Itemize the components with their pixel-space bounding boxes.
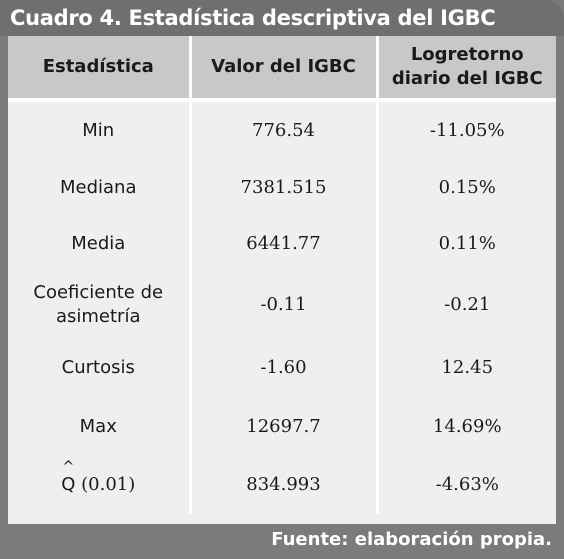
logretorno-cell: 14.69% (375, 398, 556, 456)
table-row: Media 6441.77 0.11% (8, 216, 556, 272)
q-letter: Q (61, 474, 76, 495)
stat-label: Curtosis (61, 357, 135, 378)
statistics-table-area: Estadística Valor del IGBC Logretorno di… (8, 36, 556, 524)
header-row: Estadística Valor del IGBC Logretorno di… (8, 36, 556, 102)
valor-cell: 834.993 (188, 456, 377, 514)
table-row: Mediana 7381.515 0.15% (8, 160, 556, 216)
source-footnote: Fuente: elaboración propia. (0, 524, 564, 559)
header-estadistica: Estadística (8, 36, 190, 102)
stat-label: Media (71, 233, 126, 254)
logretorno-cell: -4.63% (375, 456, 556, 514)
stat-label: Max (79, 416, 117, 437)
statistics-table: Estadística Valor del IGBC Logretorno di… (8, 36, 556, 514)
table-row: ^ Q (0.01) 834.993 -4.63% (8, 456, 556, 514)
q-argument: (0.01) (81, 474, 136, 495)
valor-cell: 7381.515 (188, 160, 377, 216)
valor-cell: -1.60 (188, 338, 377, 398)
valor-cell: 776.54 (188, 100, 377, 160)
header-logretorno-line2: diario del IGBC (391, 68, 543, 89)
table-row: Coeficiente de asimetría -0.11 -0.21 (8, 272, 556, 338)
logretorno-cell: 0.11% (375, 216, 556, 272)
hat-accent: ^ (62, 459, 75, 475)
header-valor-igbc: Valor del IGBC (188, 36, 377, 102)
valor-cell: 6441.77 (188, 216, 377, 272)
logretorno-cell: 12.45 (375, 338, 556, 398)
table-row: Min 776.54 -11.05% (8, 100, 556, 160)
table-row: Curtosis -1.60 12.45 (8, 338, 556, 398)
stat-label: Min (82, 120, 115, 141)
valor-cell: 12697.7 (188, 398, 377, 456)
logretorno-cell: -11.05% (375, 100, 556, 160)
stat-label: Coeficiente de asimetría (8, 272, 190, 338)
stat-label-line1: Coeficiente de (33, 282, 164, 303)
table-title: Cuadro 4. Estadística descriptiva del IG… (0, 0, 564, 36)
logretorno-cell: -0.21 (375, 272, 556, 338)
stat-label-line2: asimetría (55, 306, 141, 327)
header-logretorno-line1: Logretorno (410, 44, 524, 65)
table-row: Max 12697.7 14.69% (8, 398, 556, 456)
logretorno-cell: 0.15% (375, 160, 556, 216)
stat-label: Mediana (60, 177, 137, 198)
stat-label: ^ Q (0.01) (8, 456, 190, 514)
valor-cell: -0.11 (188, 272, 377, 338)
q-hat-symbol: ^ Q (61, 460, 76, 497)
header-logretorno: Logretorno diario del IGBC (375, 36, 556, 102)
